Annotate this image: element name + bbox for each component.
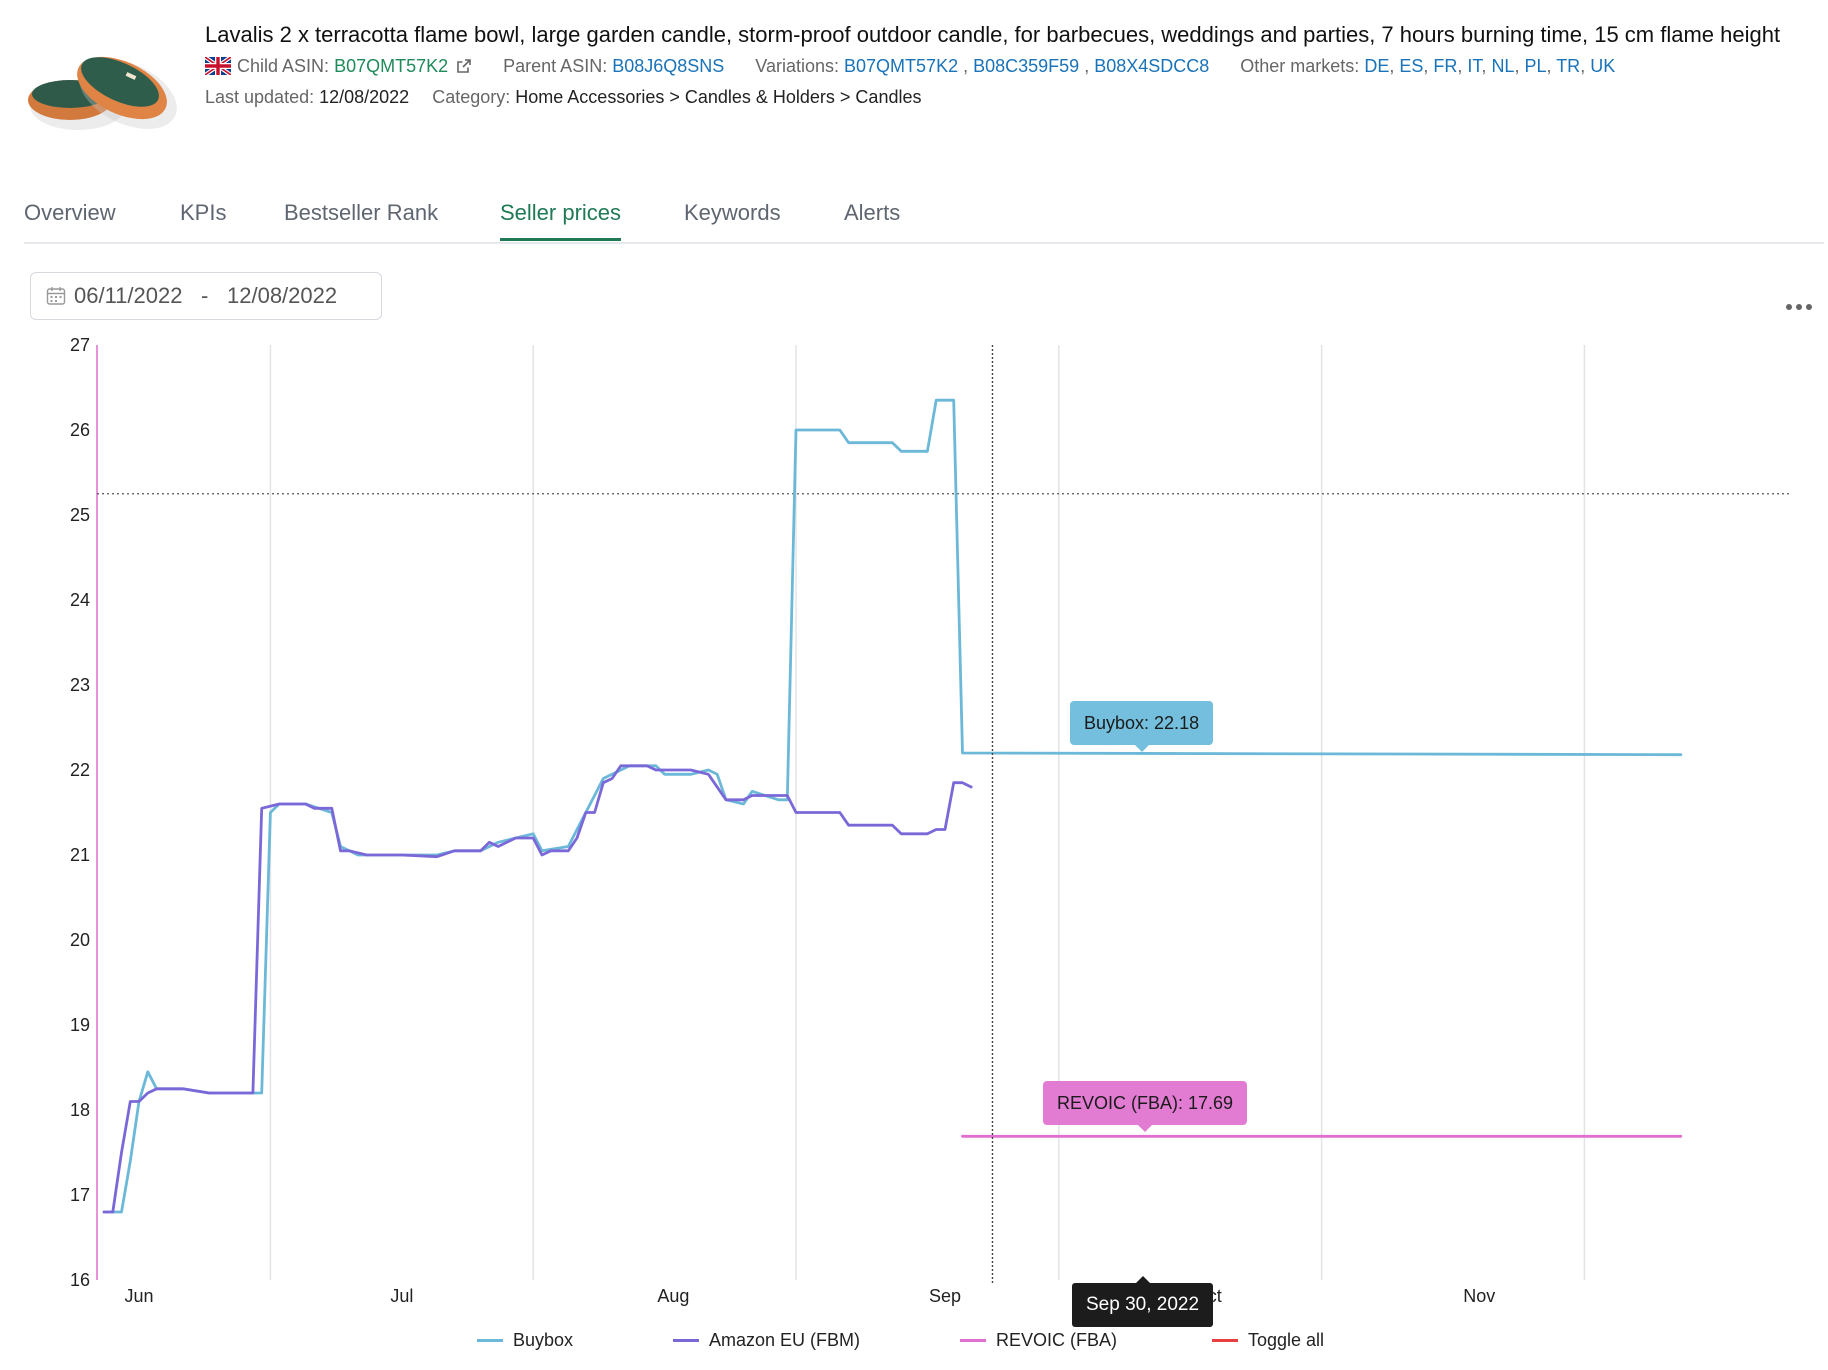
parent-asin-link[interactable]: B08J6Q8SNS (612, 56, 725, 76)
legend-label: Toggle all (1248, 1330, 1325, 1350)
y-tick-label: 27 (70, 335, 90, 355)
tab-alerts[interactable]: Alerts (844, 200, 901, 225)
market-link-it[interactable]: IT (1467, 56, 1482, 76)
date-separator: - (201, 283, 209, 308)
legend-label: Buybox (513, 1330, 574, 1350)
revoic-tooltip: REVOIC (FBA): 17.69 (1043, 1081, 1248, 1132)
y-tick-label: 18 (70, 1100, 90, 1120)
y-tick-label: 16 (70, 1270, 90, 1290)
product-meta-row: Child ASIN: B07QMT57K2 Parent ASIN: B08J… (205, 56, 1615, 77)
market-link-uk[interactable]: UK (1590, 56, 1616, 76)
market-link-tr[interactable]: TR (1556, 56, 1581, 76)
parent-asin-label: Parent ASIN: (503, 56, 608, 76)
category-label: Category: (432, 87, 511, 107)
x-tick-label: Jun (125, 1286, 154, 1306)
product-image (28, 56, 177, 130)
hover-date-tooltip: Sep 30, 2022 (1072, 1276, 1214, 1327)
x-tick-label: Sep (929, 1286, 961, 1306)
y-tick-label: 21 (70, 845, 90, 865)
tab-keywords[interactable]: Keywords (684, 200, 781, 225)
legend-item-revoic-fba[interactable]: REVOIC (FBA) (960, 1330, 1117, 1351)
y-tick-label: 17 (70, 1185, 90, 1205)
legend-item-buybox[interactable]: Buybox (477, 1330, 573, 1351)
date-start[interactable]: 06/11/2022 (74, 283, 183, 308)
variation-link[interactable]: B08C359F59 (973, 56, 1080, 76)
last-updated-label: Last updated: (205, 87, 315, 107)
date-end[interactable]: 12/08/2022 (227, 283, 338, 308)
chart-legend: Buybox Amazon EU (FBM) REVOIC (FBA) Togg… (0, 1330, 1828, 1358)
x-tick-label: Aug (657, 1286, 689, 1306)
calendar-icon (46, 287, 66, 305)
legend-swatch (673, 1339, 699, 1342)
legend-swatch (1212, 1339, 1238, 1342)
market-link-nl[interactable]: NL (1491, 56, 1515, 76)
series-line (102, 398, 1683, 1214)
tab-overview[interactable]: Overview (24, 200, 116, 225)
seller-prices-chart: 161718192021222324252627JunJulAugSepOctN… (70, 335, 1790, 1306)
variation-link[interactable]: B08X4SDCC8 (1094, 56, 1210, 76)
y-tick-label: 25 (70, 505, 90, 525)
y-tick-label: 20 (70, 930, 90, 950)
x-tick-label: Jul (390, 1286, 413, 1306)
variations-label: Variations: (755, 56, 840, 76)
variation-link[interactable]: B07QMT57K2 (844, 56, 959, 76)
external-link-icon[interactable] (456, 58, 472, 74)
y-tick-label: 24 (70, 590, 90, 610)
legend-swatch (477, 1339, 503, 1342)
tab-bar: Overview KPIs Bestseller Rank Seller pri… (24, 196, 1824, 244)
market-link-de[interactable]: DE (1364, 56, 1390, 76)
y-tick-label: 26 (70, 420, 90, 440)
product-meta-row-2: Last updated: 12/08/2022 Category: Home … (205, 87, 921, 108)
last-updated-value: 12/08/2022 (319, 87, 410, 107)
category-value: Home Accessories > Candles & Holders > C… (515, 87, 922, 107)
product-title: Lavalis 2 x terracotta flame bowl, large… (205, 22, 1781, 47)
legend-label: REVOIC (FBA) (996, 1330, 1118, 1350)
legend-toggle-all[interactable]: Toggle all (1212, 1330, 1324, 1351)
market-link-pl[interactable]: PL (1524, 56, 1547, 76)
more-options-icon[interactable] (1785, 302, 1813, 312)
market-link-fr[interactable]: FR (1433, 56, 1458, 76)
series-line (102, 764, 973, 1214)
tab-kpis[interactable]: KPIs (180, 200, 227, 225)
legend-label: Amazon EU (FBM) (709, 1330, 861, 1350)
legend-item-amazon-eu-fbm[interactable]: Amazon EU (FBM) (673, 1330, 860, 1351)
x-tick-label: Nov (1463, 1286, 1495, 1306)
tab-bestseller-rank[interactable]: Bestseller Rank (284, 200, 439, 225)
tab-seller-prices[interactable]: Seller prices (500, 200, 622, 241)
other-markets-label: Other markets: (1240, 56, 1360, 76)
market-link-es[interactable]: ES (1399, 56, 1424, 76)
y-tick-label: 19 (70, 1015, 90, 1035)
date-range-picker[interactable]: 06/11/2022 - 12/08/2022 (30, 272, 382, 320)
buybox-tooltip: Buybox: 22.18 (1070, 701, 1214, 752)
y-tick-label: 22 (70, 760, 90, 780)
y-tick-label: 23 (70, 675, 90, 695)
legend-swatch (960, 1339, 986, 1342)
child-asin-label: Child ASIN: (237, 56, 330, 76)
uk-flag-icon (205, 57, 231, 75)
child-asin-link[interactable]: B07QMT57K2 (334, 56, 449, 76)
